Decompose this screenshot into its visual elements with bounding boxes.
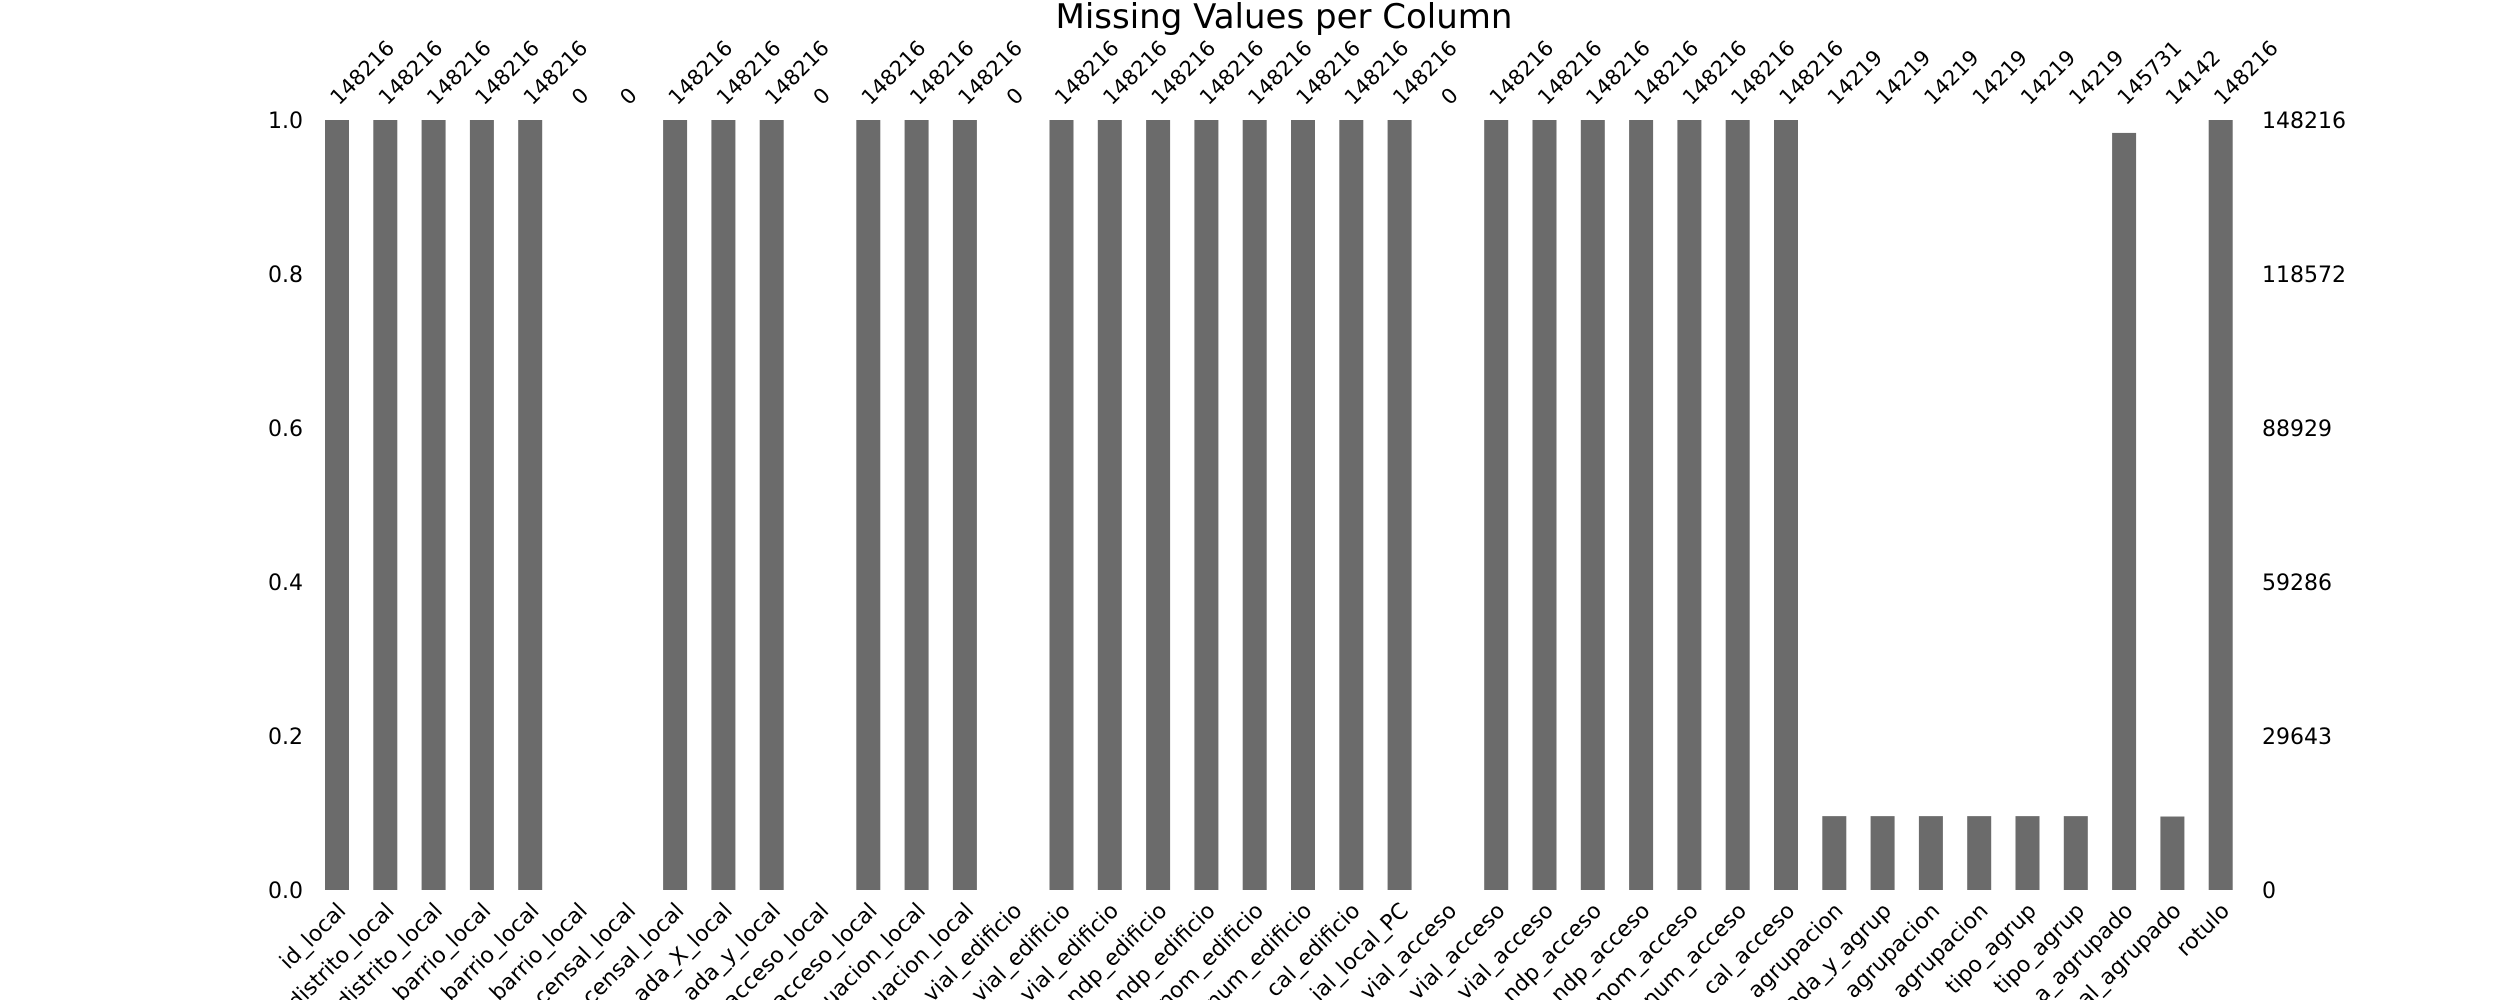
bar xyxy=(421,120,446,890)
chart-title: Missing Values per Column xyxy=(1056,0,1513,37)
bar xyxy=(1677,120,1702,890)
bar xyxy=(952,120,977,890)
bar xyxy=(2208,120,2233,890)
bar xyxy=(1049,120,1074,890)
left-tick-label: 0.0 xyxy=(268,879,303,904)
bar xyxy=(711,120,736,890)
bar-count-label: 0 xyxy=(615,83,641,109)
bar-count-label: 0 xyxy=(1436,83,1462,109)
bar xyxy=(759,120,784,890)
bar xyxy=(325,120,349,890)
bar xyxy=(1242,120,1267,890)
bar xyxy=(856,120,881,890)
bar xyxy=(1484,120,1509,890)
bar xyxy=(904,120,929,890)
left-axis: 0.0 0.2 0.4 0.6 0.8 1.0 xyxy=(268,109,303,904)
left-tick-label: 0.8 xyxy=(268,263,303,288)
left-tick-label: 0.2 xyxy=(268,725,303,750)
category-labels: id_localdistrito_localdistrito_localbarr… xyxy=(275,899,2235,1005)
right-tick-label: 118572 xyxy=(2262,263,2346,288)
bar xyxy=(663,120,688,890)
bar xyxy=(2063,816,2088,890)
right-tick-label: 148216 xyxy=(2262,109,2346,134)
bar xyxy=(1629,120,1654,890)
bar xyxy=(469,120,494,890)
bar xyxy=(1870,816,1895,890)
bar-count-label: 0 xyxy=(809,83,835,109)
category-label: rotulo xyxy=(2172,899,2235,962)
bar xyxy=(1291,120,1315,890)
bar xyxy=(1725,120,1750,890)
bar-count-label: 148216 xyxy=(2209,36,2283,110)
bar xyxy=(2160,816,2185,890)
bar xyxy=(1822,816,1847,890)
bar xyxy=(2015,816,2040,890)
right-tick-label: 88929 xyxy=(2262,417,2332,442)
bar-count-label: 0 xyxy=(567,83,593,109)
left-tick-label: 1.0 xyxy=(268,109,303,134)
bar xyxy=(373,120,398,890)
bar xyxy=(1580,120,1605,890)
bar xyxy=(1339,120,1364,890)
bar xyxy=(1097,120,1122,890)
right-tick-label: 0 xyxy=(2262,879,2276,904)
bar xyxy=(2112,132,2137,890)
right-axis: 0 29643 59286 88929 118572 148216 xyxy=(2262,109,2346,904)
bar xyxy=(1146,120,1171,890)
bar xyxy=(1194,120,1219,890)
left-tick-label: 0.6 xyxy=(268,417,303,442)
bar xyxy=(1532,120,1557,890)
right-tick-label: 59286 xyxy=(2262,571,2332,596)
bar-count-label: 0 xyxy=(1002,83,1028,109)
bar xyxy=(1967,816,1992,890)
bar xyxy=(1774,120,1798,890)
left-tick-label: 0.4 xyxy=(268,571,303,596)
bars xyxy=(325,120,2233,890)
bar xyxy=(1918,816,1943,890)
bar xyxy=(1387,120,1412,890)
bar xyxy=(518,120,543,890)
right-tick-label: 29643 xyxy=(2262,725,2332,750)
